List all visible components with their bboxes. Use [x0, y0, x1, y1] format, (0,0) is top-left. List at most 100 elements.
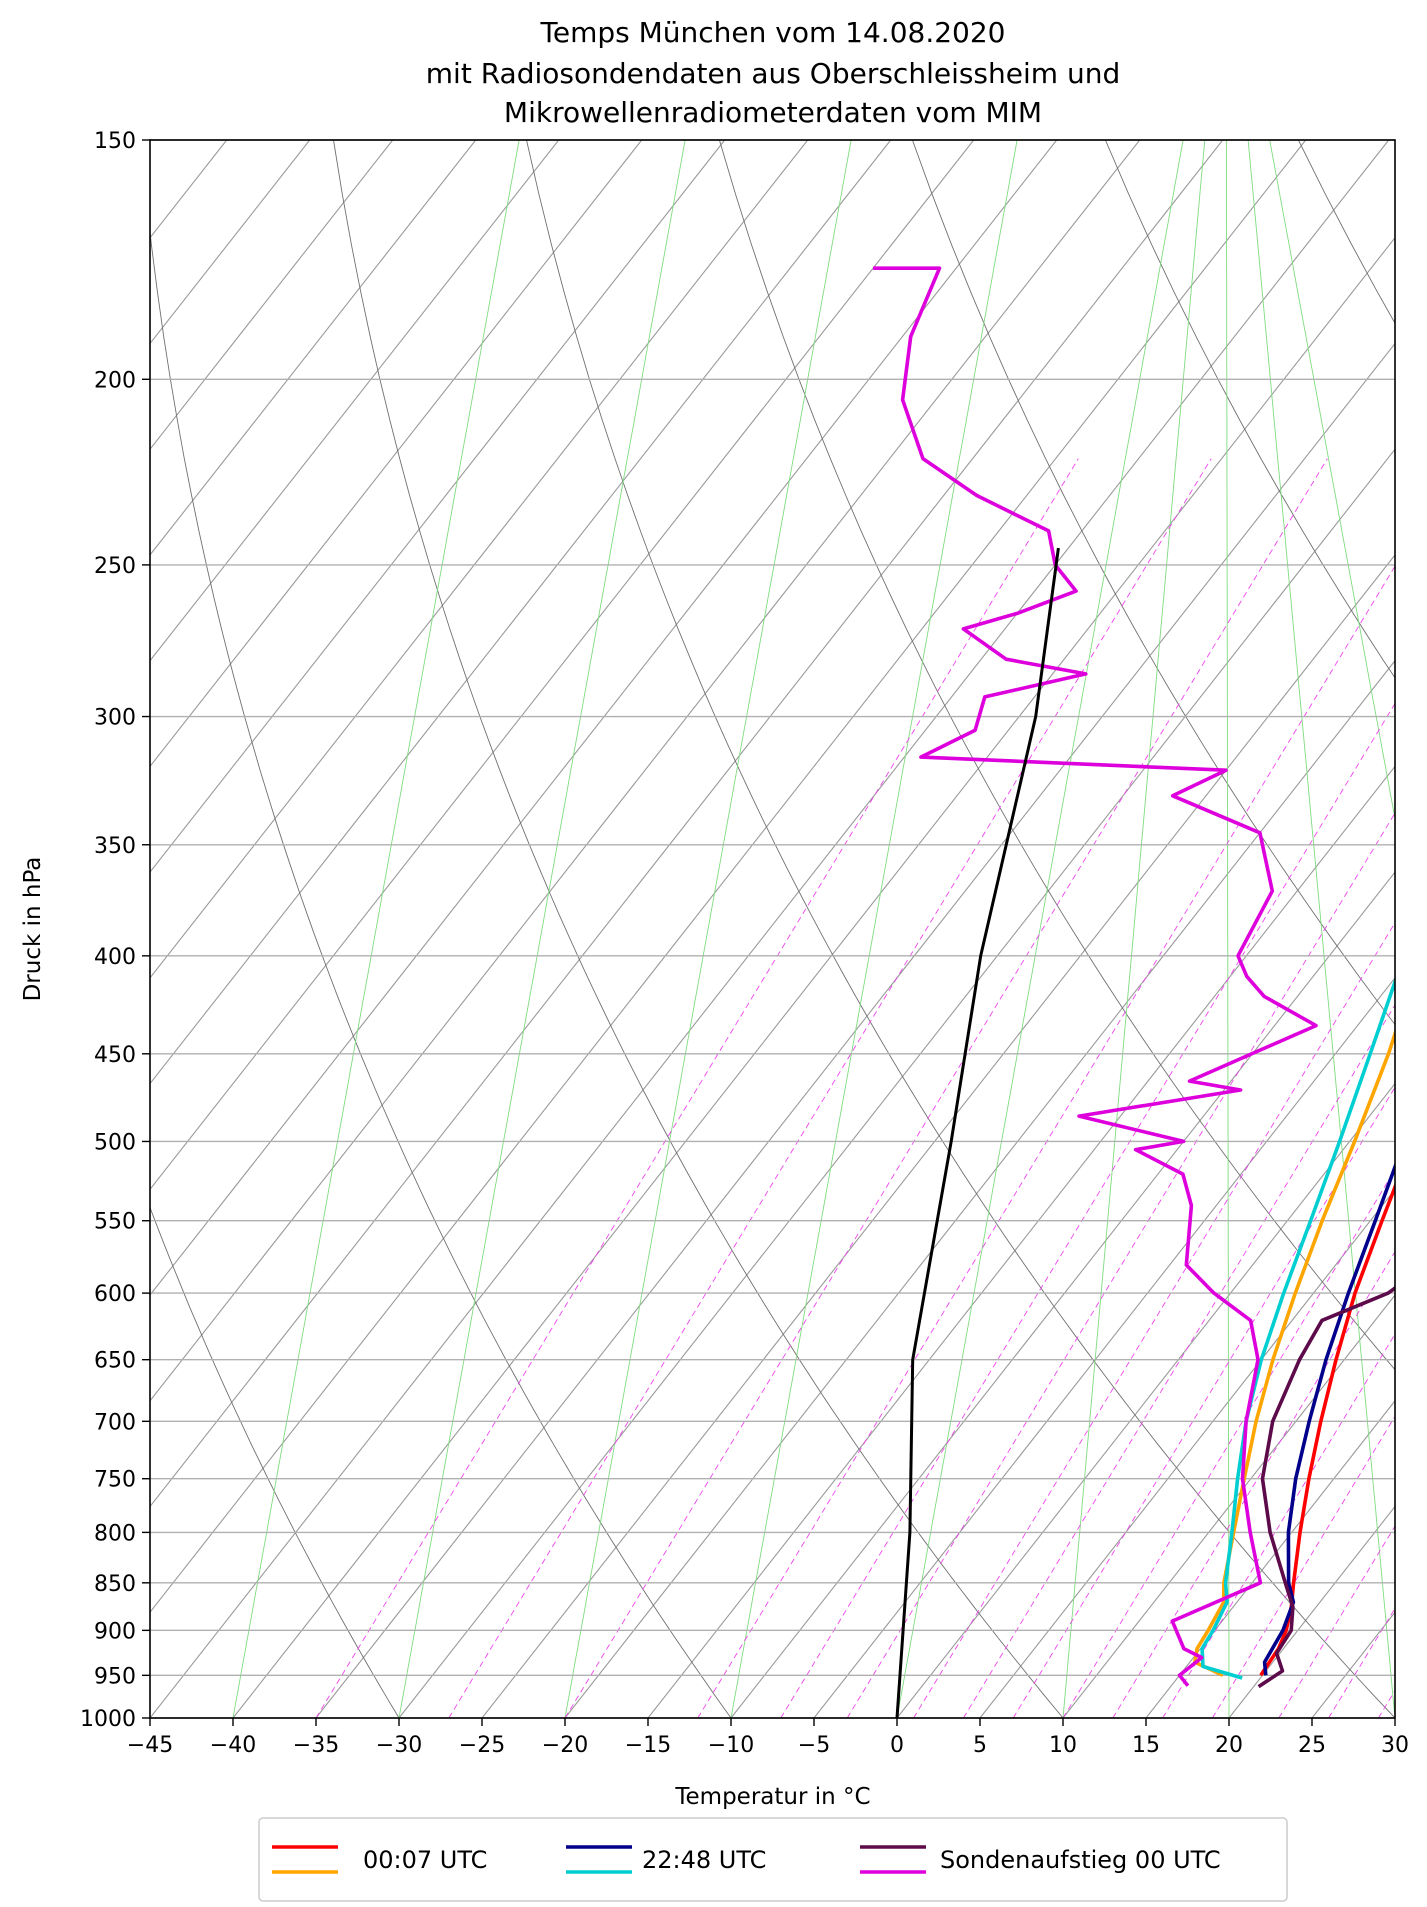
- y-tick-label: 1000: [80, 1707, 136, 1732]
- isotherm-line: [150, 140, 1058, 1296]
- y-tick-label: 600: [94, 1282, 136, 1307]
- isotherm-line: [1062, 1294, 1395, 1718]
- series-line-1: [1193, 1028, 1395, 1677]
- mixing-ratio-line: [1378, 1689, 1395, 1718]
- data-series: [873, 266, 1395, 1718]
- isotherm-line: [150, 140, 975, 1191]
- x-tick-label: −45: [127, 1733, 173, 1758]
- dry-adiabat-line: [718, 140, 1395, 1371]
- dry-adiabat-line: [526, 140, 1395, 1718]
- mixing-ratio-line: [1012, 1086, 1395, 1718]
- x-tick-label: −5: [798, 1733, 830, 1758]
- y-axis-ticks: 150 200 250 300 350 400 450 500 550 600 650 700 750 8…: [80, 129, 150, 1732]
- isotherm-line: [150, 140, 477, 556]
- moist-adiabat-line: [1225, 140, 1230, 1718]
- mixing-ratio-line: [315, 458, 1079, 1718]
- mixing-ratio-line: [846, 812, 1395, 1718]
- isotherm-line: [232, 236, 1395, 1718]
- x-axis-ticks: −45 −40 −35 −30 −25 −20 −15 −10 −5 0 5 10 15 20 25 30: [127, 1718, 1409, 1758]
- y-tick-label: 900: [94, 1619, 136, 1644]
- legend: 00:07 UTC 22:48 UTC Sondenaufstieg 00 UTC: [258, 1817, 1288, 1902]
- x-tick-label: −20: [542, 1733, 588, 1758]
- reference-line: [895, 547, 1060, 1718]
- y-tick-label: 500: [94, 1130, 136, 1155]
- moist-adiabat-line: [896, 140, 1184, 1718]
- isotherm-line: [150, 140, 1307, 1614]
- y-tick-label: 950: [94, 1664, 136, 1689]
- mixing-ratio-line: [1278, 1525, 1395, 1718]
- x-tick-label: 5: [973, 1733, 987, 1758]
- mixing-ratio-line: [1212, 1415, 1395, 1718]
- x-tick-label: −35: [293, 1733, 339, 1758]
- mixing-ratio-line: [963, 1004, 1395, 1718]
- dry-adiabat-line: [150, 1206, 400, 1718]
- isotherm-line: [150, 140, 311, 345]
- isotherm-line: [896, 1082, 1395, 1718]
- mixing-ratio-line: [780, 702, 1395, 1718]
- isotherm-line: [647, 765, 1395, 1718]
- y-tick-label: 300: [94, 706, 136, 731]
- y-tick-label: 550: [94, 1210, 136, 1235]
- dry-adiabat-line: [1297, 140, 1395, 325]
- isotherm-line: [398, 448, 1395, 1718]
- isotherm-line: [564, 659, 1395, 1718]
- isotherm-line: [979, 1188, 1395, 1718]
- chart-title-line-2: mit Radiosondendaten aus Oberschleisshei…: [426, 57, 1120, 90]
- series-line-4: [1257, 1285, 1395, 1689]
- y-tick-label: 850: [94, 1572, 136, 1597]
- dry-adiabat-line: [1104, 140, 1395, 679]
- moist-adiabat-line: [1269, 140, 1395, 822]
- isotherm-line: [150, 140, 394, 451]
- moist-adiabat-line: [1062, 140, 1206, 1718]
- legend-label: 22:48 UTC: [642, 1846, 766, 1874]
- isotherm-line: [1394, 1717, 1395, 1718]
- series-line-3: [1200, 976, 1395, 1680]
- x-tick-label: 25: [1298, 1733, 1326, 1758]
- isotherm-line: [150, 140, 809, 979]
- y-tick-label: 350: [94, 834, 136, 859]
- x-tick-label: 10: [1049, 1733, 1077, 1758]
- dry-adiabat-line: [150, 228, 732, 1718]
- dry-adiabat-line: [333, 140, 1064, 1718]
- x-tick-label: −25: [459, 1733, 505, 1758]
- x-tick-label: 20: [1215, 1733, 1243, 1758]
- y-tick-label: 200: [94, 368, 136, 393]
- background-lines: [150, 140, 1395, 1718]
- isotherm-line: [150, 140, 726, 874]
- x-tick-label: 30: [1381, 1733, 1409, 1758]
- y-tick-label: 800: [94, 1521, 136, 1546]
- mixing-ratio-line: [448, 458, 1212, 1718]
- moist-adiabat-line: [232, 140, 520, 1718]
- legend-label: Sondenaufstieg 00 UTC: [940, 1846, 1221, 1874]
- y-tick-label: 650: [94, 1349, 136, 1374]
- y-tick-label: 250: [94, 554, 136, 579]
- isotherm-line: [150, 140, 892, 1085]
- x-axis-label: Temperatur in °C: [674, 1784, 870, 1810]
- pressure-gridlines: [150, 139, 1395, 1719]
- moist-adiabat-line: [564, 140, 852, 1718]
- x-tick-label: −40: [210, 1733, 256, 1758]
- legend-box: [258, 1817, 1288, 1902]
- series-line-0: [1259, 1182, 1395, 1677]
- mixing-ratio-line: [913, 921, 1395, 1718]
- isotherm-line: [730, 871, 1395, 1718]
- isotherm-line: [481, 554, 1395, 1718]
- isotherm-line: [150, 140, 1390, 1718]
- dry-adiabat-line: [911, 140, 1395, 1026]
- x-tick-label: −30: [376, 1733, 422, 1758]
- isotherm-line: [813, 976, 1395, 1718]
- moist-adiabat-line: [398, 140, 686, 1718]
- isotherm-line: [150, 140, 1224, 1508]
- mixing-ratio-line: [1062, 1168, 1395, 1718]
- isotherm-line: [1145, 1399, 1395, 1718]
- chart-title-line-1: Temps München vom 14.08.2020: [540, 16, 1006, 49]
- series-line-2: [1262, 1161, 1395, 1676]
- y-tick-label: 400: [94, 945, 136, 970]
- x-tick-label: −10: [708, 1733, 754, 1758]
- isotherm-line: [150, 140, 560, 662]
- moist-adiabat-line: [1247, 140, 1395, 1718]
- y-tick-label: 700: [94, 1410, 136, 1435]
- y-tick-label: 150: [94, 129, 136, 154]
- mixing-ratio-line: [697, 565, 1395, 1718]
